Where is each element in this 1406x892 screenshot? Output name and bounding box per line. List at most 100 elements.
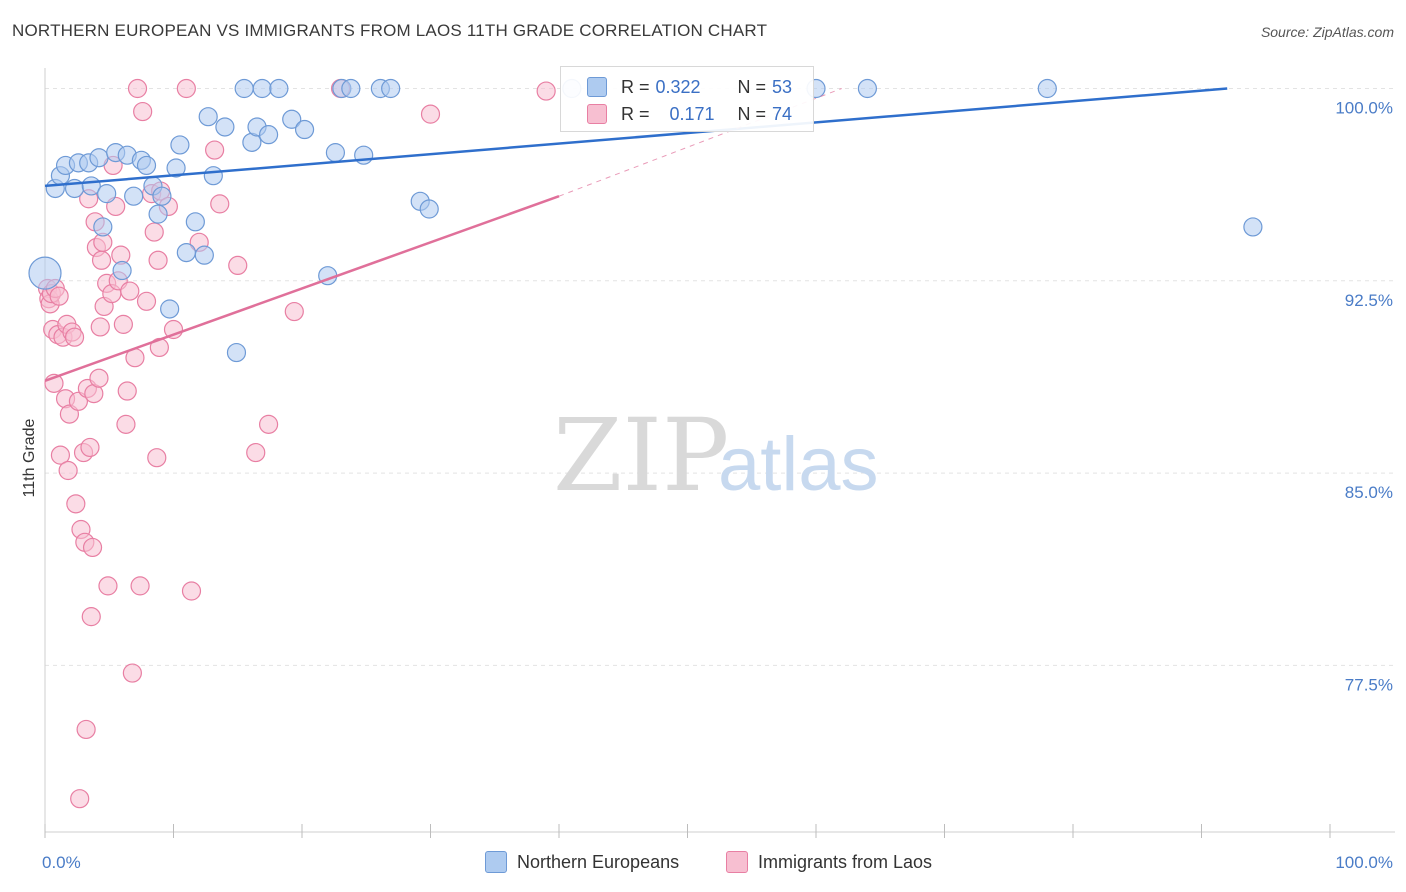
data-point xyxy=(381,78,401,99)
data-point xyxy=(203,166,223,186)
data-point xyxy=(148,204,168,224)
bottom-legend-swatch-blue xyxy=(485,851,507,873)
axis-labels: 100.0% 92.5% 85.0% 77.5% 0.0% 100.0% 11th Grad… xyxy=(21,99,1393,872)
bottom-legend-label: Northern Europeans xyxy=(517,851,680,872)
data-point xyxy=(194,245,214,265)
legend-n-value: 53 xyxy=(772,76,793,97)
data-point xyxy=(176,242,196,263)
data-point xyxy=(1243,217,1263,237)
legend-r-label: R = xyxy=(621,76,650,97)
bottom-legend-northern-europeans[interactable]: Northern Europeans xyxy=(485,851,679,873)
data-point xyxy=(93,217,113,237)
data-point xyxy=(112,260,132,281)
data-point xyxy=(50,445,71,465)
y-tick-label: 77.5% xyxy=(1345,675,1393,694)
data-point xyxy=(82,537,103,558)
y-tick-label: 85.0% xyxy=(1345,483,1393,502)
legend-swatch-pink xyxy=(587,104,607,124)
series-immigrants-from-laos xyxy=(37,78,556,809)
data-point xyxy=(76,719,96,740)
data-point xyxy=(228,255,248,276)
data-point xyxy=(136,155,157,176)
data-point xyxy=(185,212,205,232)
data-point xyxy=(70,789,90,809)
data-point xyxy=(205,140,225,160)
data-point xyxy=(152,186,172,206)
data-point xyxy=(147,448,167,468)
data-point xyxy=(536,81,556,101)
data-point xyxy=(80,437,100,458)
data-point xyxy=(419,199,439,219)
data-point xyxy=(294,119,315,140)
data-point xyxy=(64,327,85,347)
legend-r-label: R = xyxy=(621,103,650,124)
y-tick-label: 92.5% xyxy=(1345,291,1393,310)
bottom-legend-label: Immigrants from Laos xyxy=(758,851,933,872)
bottom-legend-immigrants-from-laos[interactable]: Immigrants from Laos xyxy=(726,851,932,873)
data-point xyxy=(269,78,289,99)
gridlines xyxy=(45,88,1395,666)
data-point xyxy=(176,78,196,99)
data-point xyxy=(325,143,346,163)
x-tick-label: 100.0% xyxy=(1335,853,1393,872)
data-point xyxy=(857,78,878,99)
trend-line-northern-europeans xyxy=(44,87,1228,188)
bottom-legend: Northern Europeans Immigrants from Laos xyxy=(0,851,1406,879)
legend-r-value: 0.171 xyxy=(669,103,715,124)
data-point xyxy=(226,342,247,363)
legend-n-label: N = xyxy=(737,103,767,124)
data-point xyxy=(66,494,86,514)
y-axis-label: 11th Grade xyxy=(21,418,38,497)
data-point xyxy=(122,663,142,683)
data-point xyxy=(354,145,374,165)
data-point xyxy=(166,158,186,178)
watermark-atlas: atlas xyxy=(718,422,879,507)
data-point xyxy=(282,109,302,129)
bottom-legend-swatch-pink xyxy=(726,851,748,873)
data-point xyxy=(234,78,254,99)
data-point xyxy=(89,368,109,388)
data-point xyxy=(341,78,361,99)
data-point xyxy=(210,194,230,214)
watermark: ZIP atlas xyxy=(553,397,879,514)
data-point xyxy=(215,117,235,137)
data-point xyxy=(130,576,150,596)
data-point xyxy=(198,107,218,127)
legend-box: R = 0.322 N = 53 R = 0.171 N = 74 xyxy=(560,66,814,132)
data-point xyxy=(258,125,279,145)
data-point xyxy=(284,301,304,322)
chart-title: NORTHERN EUROPEAN VS IMMIGRANTS FROM LAO… xyxy=(12,21,768,40)
data-point xyxy=(148,250,168,270)
data-point xyxy=(170,135,190,155)
x-tick-label: 0.0% xyxy=(42,853,81,872)
data-point xyxy=(1037,78,1057,99)
data-point xyxy=(160,299,180,319)
data-point xyxy=(136,291,157,311)
data-point xyxy=(81,607,101,627)
legend-n-value: 74 xyxy=(772,103,793,124)
axes xyxy=(44,68,1395,838)
data-point xyxy=(124,186,144,206)
data-point xyxy=(49,286,69,306)
legend-r-value: 0.322 xyxy=(655,76,701,97)
data-point xyxy=(97,184,117,204)
data-point xyxy=(113,314,133,334)
data-point xyxy=(116,414,136,434)
data-point xyxy=(246,442,266,463)
legend-row-northern-europeans: R = 0.322 N = 53 xyxy=(587,74,792,100)
data-point xyxy=(420,104,441,124)
data-point xyxy=(58,460,78,481)
source-label: Source: ZipAtlas.com xyxy=(1260,24,1394,40)
data-point xyxy=(127,78,148,99)
legend-n-label: N = xyxy=(737,76,767,97)
trend-line-immigrants-from-laos xyxy=(44,195,560,382)
data-point xyxy=(133,101,153,122)
y-tick-label: 100.0% xyxy=(1335,99,1393,118)
data-point xyxy=(258,414,279,434)
data-point xyxy=(90,317,110,337)
data-point xyxy=(252,78,272,99)
data-point xyxy=(28,256,62,290)
legend-row-immigrants-from-laos: R = 0.171 N = 74 xyxy=(587,101,792,127)
data-point xyxy=(117,381,137,401)
